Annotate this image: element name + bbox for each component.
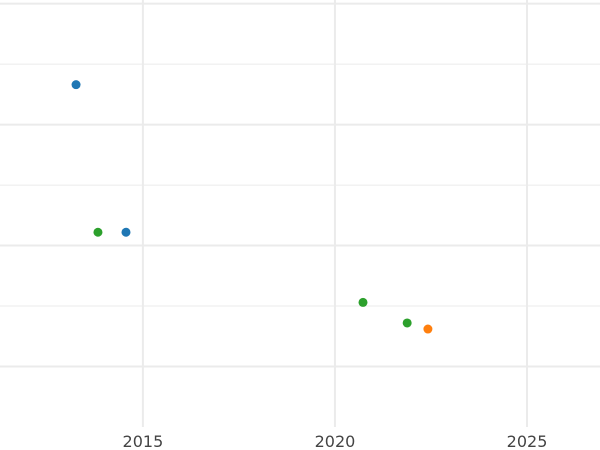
data-point <box>402 318 412 328</box>
x-tick-label: 2020 <box>315 432 356 450</box>
data-point <box>358 297 368 307</box>
data-point <box>423 324 433 334</box>
x-tick-label: 2015 <box>123 432 164 450</box>
points <box>71 80 433 334</box>
x-axis-ticks: 2015 2020 2025 <box>123 432 548 450</box>
grid <box>0 0 600 427</box>
x-tick-label: 2025 <box>507 432 548 450</box>
data-point <box>121 227 131 237</box>
data-point <box>71 80 81 90</box>
data-point <box>93 227 103 237</box>
